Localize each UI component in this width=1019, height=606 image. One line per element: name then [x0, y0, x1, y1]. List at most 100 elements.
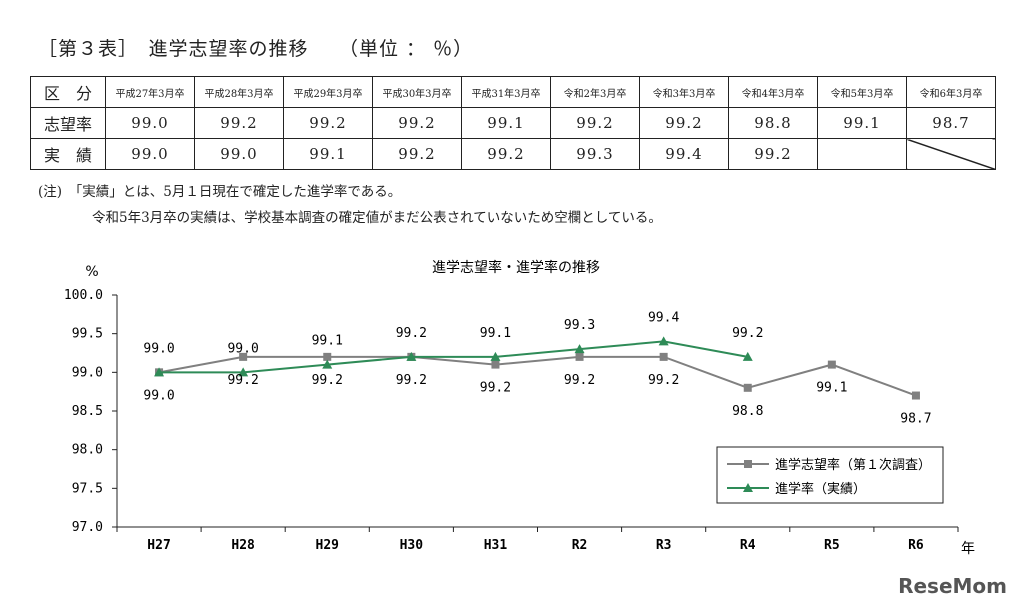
data-label: 99.2 — [396, 373, 427, 388]
table-cell: 99.2 — [639, 107, 729, 139]
table-cell: 99.2 — [550, 107, 640, 139]
data-point-square — [239, 352, 248, 361]
table-cell: 99.0 — [105, 138, 195, 170]
table-cell: 99.3 — [550, 138, 640, 170]
resemom-logo: ReseMom — [898, 574, 1007, 598]
table-cell: 98.7 — [906, 107, 996, 139]
table-cell-diagonal — [906, 138, 996, 170]
data-label: 99.2 — [480, 381, 511, 396]
data-point-triangle — [574, 344, 585, 354]
data-label: 99.2 — [227, 373, 258, 388]
x-tick-label: R3 — [656, 538, 672, 553]
row-label: 志望率 — [30, 107, 106, 139]
data-point-triangle — [658, 336, 669, 346]
column-header: 令和5年3月卒 — [817, 76, 907, 108]
note-line-1: (注) 「実績」とは、5月１日現在で確定した進学率である。 — [38, 184, 402, 200]
table-cell: 99.1 — [461, 107, 551, 139]
column-header: 平成30年3月卒 — [372, 76, 462, 108]
data-label: 99.4 — [648, 310, 679, 325]
column-header: 令和4年3月卒 — [728, 76, 818, 108]
data-label: 99.2 — [732, 326, 763, 341]
data-label: 99.2 — [312, 373, 343, 388]
table-row: 実 績 99.0 99.0 99.1 99.2 99.2 99.3 99.4 9… — [30, 138, 996, 170]
chart-legend: 進学志望率（第１次調査） 進学率（実績） — [716, 446, 944, 504]
y-tick-label: 97.5 — [72, 481, 103, 496]
data-point-triangle — [406, 351, 417, 361]
y-tick-label: 99.0 — [72, 365, 103, 380]
data-label: 99.2 — [396, 326, 427, 341]
table-cell: 99.1 — [283, 138, 373, 170]
y-tick-label: 99.5 — [72, 327, 103, 342]
data-point-triangle — [742, 351, 753, 361]
x-tick-label: R2 — [572, 538, 588, 553]
table-header-row: 区 分 平成27年3月卒 平成28年3月卒 平成29年3月卒 平成30年3月卒 … — [30, 76, 996, 108]
table-cell: 98.8 — [728, 107, 818, 139]
note-line-2: 令和5年3月卒の実績は、学校基本調査の確定値がまだ公表されていないため空欄として… — [92, 210, 662, 226]
table-cell: 99.2 — [728, 138, 818, 170]
data-label: 98.7 — [900, 412, 931, 427]
legend-box — [716, 446, 944, 504]
chart-title: 進学志望率・進学率の推移 — [432, 259, 600, 276]
data-label: 98.8 — [732, 404, 763, 419]
legend-label: 進学志望率（第１次調査） — [775, 457, 931, 473]
series-line-2 — [159, 340, 748, 374]
data-label: 99.1 — [480, 326, 511, 341]
table-cell: 99.2 — [461, 138, 551, 170]
column-header: 平成31年3月卒 — [461, 76, 551, 108]
data-label: 99.0 — [227, 341, 258, 356]
x-tick-label: H30 — [400, 538, 424, 553]
legend-marker-triangle — [743, 483, 753, 492]
data-point-square — [827, 360, 836, 369]
data-label: 99.0 — [143, 388, 174, 403]
table-row: 志望率 99.0 99.2 99.2 99.2 99.1 99.2 99.2 9… — [30, 107, 996, 139]
x-tick-label: R5 — [824, 538, 840, 553]
y-tick-label: 98.5 — [72, 404, 103, 419]
x-tick-label: R6 — [908, 538, 924, 553]
x-tick-label: H31 — [484, 538, 508, 553]
data-point-square — [575, 352, 584, 361]
column-header: 平成27年3月卒 — [105, 76, 195, 108]
data-point-square — [743, 383, 752, 392]
x-tick-label: H27 — [147, 538, 170, 553]
data-point-triangle — [154, 367, 165, 377]
table-cell-empty — [817, 138, 907, 170]
y-tick-label: 97.0 — [72, 520, 103, 535]
data-label: 99.2 — [564, 373, 595, 388]
table-cell: 99.2 — [372, 138, 462, 170]
x-tick-label: H28 — [231, 538, 255, 553]
table-cell: 99.2 — [283, 107, 373, 139]
data-label: 99.1 — [312, 334, 343, 349]
data-point-triangle — [238, 367, 249, 377]
data-label: 99.2 — [648, 373, 679, 388]
legend-label: 進学率（実績） — [775, 481, 866, 497]
legend-marker-square — [744, 460, 752, 468]
line-chart: 進学志望率・進学率の推移 % 年 97.0 97.5 98.0 98.5 99.0 99.… — [64, 259, 975, 557]
series-line-1 — [158, 355, 917, 397]
table-cell: 99.0 — [105, 107, 195, 139]
y-tick-label: 100.0 — [64, 288, 103, 303]
column-header: 令和2年3月卒 — [550, 76, 640, 108]
data-point-square — [911, 391, 920, 400]
page-title: ［第３表］ 進学志望率の推移 （単位 ： ％） — [38, 38, 474, 60]
x-tick-label: H29 — [316, 538, 339, 553]
table-cell: 99.2 — [194, 107, 284, 139]
data-point-triangle — [322, 359, 333, 369]
row-label: 実 績 — [30, 138, 106, 170]
y-axis-label: % — [85, 264, 98, 280]
data-point-square — [659, 352, 668, 361]
data-label: 99.1 — [816, 381, 847, 396]
column-header: 平成29年3月卒 — [283, 76, 373, 108]
y-tick-label: 98.0 — [72, 443, 103, 458]
header-label: 区 分 — [30, 76, 106, 108]
data-label: 99.0 — [143, 341, 174, 356]
x-tick-label: R4 — [740, 538, 756, 553]
table-cell: 99.4 — [639, 138, 729, 170]
x-axis-label: 年 — [961, 541, 975, 557]
data-table: 区 分 平成27年3月卒 平成28年3月卒 平成29年3月卒 平成30年3月卒 … — [30, 76, 996, 170]
data-label: 99.3 — [564, 318, 595, 333]
table-cell: 99.2 — [372, 107, 462, 139]
data-point-triangle — [490, 351, 501, 361]
column-header: 平成28年3月卒 — [194, 76, 284, 108]
data-point-square — [491, 360, 500, 369]
column-header: 令和6年3月卒 — [906, 76, 996, 108]
